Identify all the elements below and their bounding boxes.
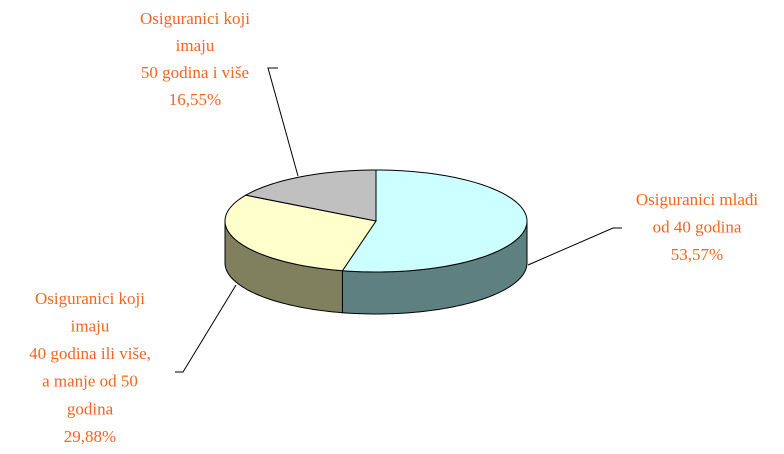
slice (224, 194, 377, 272)
leader-line (527, 227, 622, 266)
category-label: godina (67, 399, 114, 418)
category-label: imaju (176, 36, 215, 55)
slice (341, 169, 528, 273)
category-label: a manje od 50 (42, 372, 138, 391)
labels: Osiguranici mlađi od 40 godina 53,57% Osigu… (29, 9, 758, 446)
category-label: od 40 godina (653, 217, 742, 236)
category-label: Osiguranici koji (35, 289, 145, 308)
category-label: Osiguranici mlađi (636, 190, 759, 209)
category-label: 50 godina i više (141, 63, 249, 82)
value-label: 29,88% (64, 427, 116, 446)
slice (244, 169, 377, 222)
leader-line (267, 67, 299, 177)
leader-line (175, 284, 237, 373)
pie (224, 169, 528, 315)
category-label: Osiguranici koji (140, 9, 250, 28)
value-label: 16,55% (169, 90, 221, 109)
category-label: 40 godina ili više, (29, 344, 151, 363)
category-label: imaju (71, 317, 110, 336)
value-label: 53,57% (671, 245, 723, 264)
